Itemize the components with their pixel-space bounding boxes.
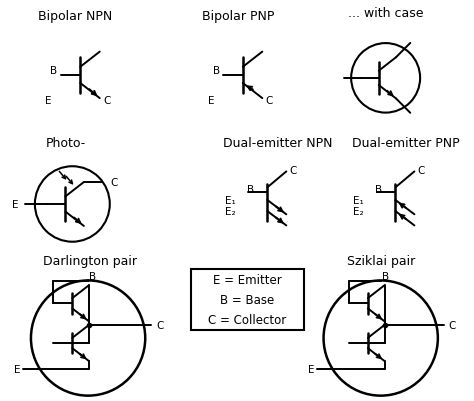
- Text: E: E: [12, 199, 18, 209]
- Text: E = Emitter: E = Emitter: [213, 273, 282, 286]
- Text: Photo-: Photo-: [46, 137, 85, 150]
- Text: E₁: E₁: [353, 196, 364, 205]
- Text: B = Base: B = Base: [220, 293, 274, 306]
- Text: B: B: [382, 272, 389, 282]
- Text: B: B: [90, 272, 97, 282]
- Text: C: C: [449, 320, 456, 330]
- Text: E: E: [14, 364, 20, 374]
- Text: E₂: E₂: [225, 207, 236, 217]
- Text: Sziklai pair: Sziklai pair: [346, 255, 415, 267]
- Text: B: B: [246, 184, 254, 194]
- Text: Bipolar PNP: Bipolar PNP: [201, 10, 274, 23]
- Text: B: B: [213, 66, 220, 76]
- Text: E: E: [308, 364, 314, 374]
- Bar: [191, 269, 304, 330]
- Text: B: B: [50, 66, 57, 76]
- Text: C: C: [110, 178, 118, 188]
- Text: C: C: [103, 96, 110, 105]
- Text: E: E: [45, 96, 52, 105]
- Text: E₁: E₁: [225, 196, 236, 205]
- Text: C: C: [156, 320, 164, 330]
- Text: Darlington pair: Darlington pair: [43, 255, 137, 267]
- Text: C: C: [289, 165, 296, 175]
- Text: ... with case: ... with case: [348, 7, 423, 20]
- Text: C: C: [417, 165, 424, 175]
- Text: C: C: [266, 96, 273, 105]
- Text: Bipolar NPN: Bipolar NPN: [38, 10, 112, 23]
- Text: Dual-emitter NPN: Dual-emitter NPN: [222, 137, 332, 150]
- Text: C = Collector: C = Collector: [208, 313, 286, 326]
- Text: E: E: [208, 96, 214, 105]
- Text: B: B: [374, 184, 382, 194]
- Text: Dual-emitter PNP: Dual-emitter PNP: [352, 137, 459, 150]
- Text: E₂: E₂: [353, 207, 364, 217]
